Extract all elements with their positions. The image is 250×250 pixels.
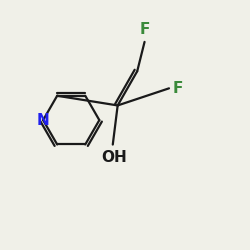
Text: N: N bbox=[37, 112, 50, 128]
Text: OH: OH bbox=[101, 150, 127, 165]
Text: F: F bbox=[173, 81, 183, 96]
Text: F: F bbox=[139, 22, 150, 38]
